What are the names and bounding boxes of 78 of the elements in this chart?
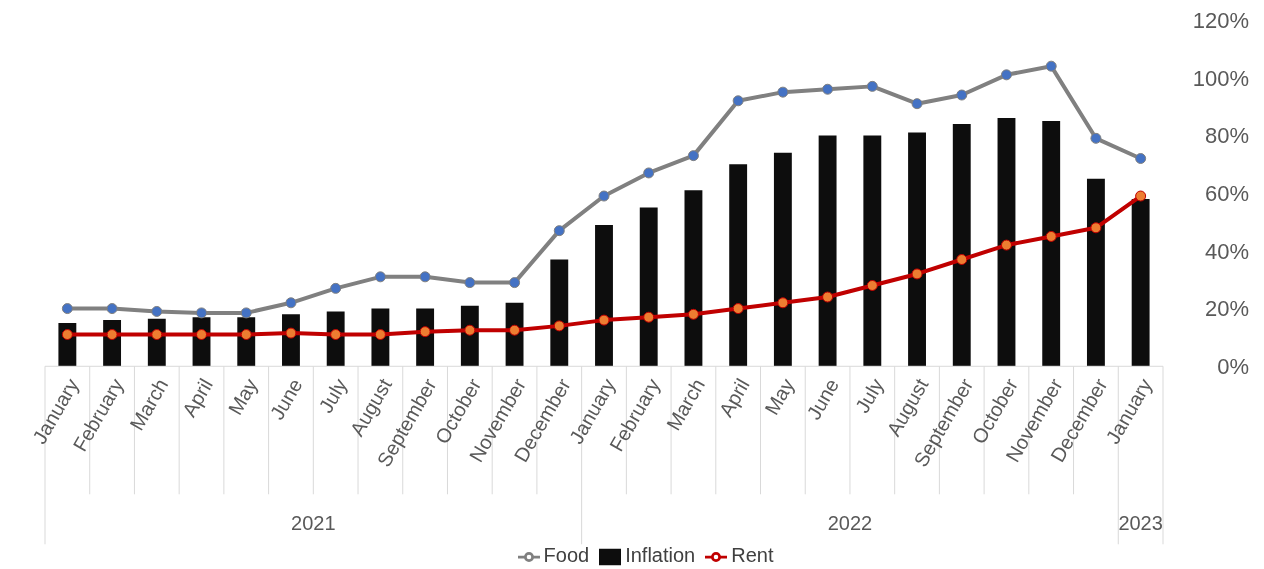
point <box>553 225 565 237</box>
point <box>911 98 923 110</box>
point <box>196 329 208 341</box>
point <box>911 268 923 280</box>
point <box>106 329 118 341</box>
point <box>598 190 610 202</box>
legend-label: Rent <box>731 544 774 567</box>
y-tick-label: 80% <box>1204 123 1249 149</box>
point <box>1090 222 1102 234</box>
bar <box>595 224 613 367</box>
point <box>509 324 521 336</box>
point <box>464 324 476 336</box>
point <box>330 329 342 341</box>
point <box>866 80 878 92</box>
point <box>956 254 968 266</box>
point <box>777 86 789 98</box>
bar <box>1086 178 1105 367</box>
bar <box>1042 121 1061 367</box>
bar <box>729 164 748 367</box>
point <box>240 307 252 319</box>
point <box>330 282 342 294</box>
point <box>732 303 744 315</box>
point <box>1000 69 1012 81</box>
point <box>1135 190 1147 202</box>
y-tick-label: 100% <box>1192 65 1249 91</box>
point <box>61 329 73 341</box>
point <box>106 303 118 315</box>
bar <box>997 118 1016 367</box>
point <box>598 314 610 326</box>
point <box>419 271 431 283</box>
point <box>1045 60 1057 72</box>
legend-label: Food <box>543 544 590 567</box>
point <box>509 277 521 289</box>
bar <box>952 123 971 367</box>
point <box>374 271 386 283</box>
bar <box>818 135 837 367</box>
point <box>687 150 699 162</box>
point <box>732 95 744 107</box>
x-tick-label: July <box>851 374 888 417</box>
y-tick-label: 0% <box>1217 354 1249 380</box>
bar <box>908 132 926 367</box>
point <box>419 326 431 338</box>
bar <box>684 190 703 367</box>
point <box>61 303 73 315</box>
point <box>240 329 252 341</box>
bar <box>1131 198 1150 367</box>
bar <box>639 207 658 367</box>
point <box>822 83 834 95</box>
point <box>285 327 297 339</box>
point <box>1045 230 1057 242</box>
legend-label: Inflation <box>625 544 696 567</box>
point <box>777 297 789 309</box>
point <box>151 305 163 317</box>
point <box>822 291 834 303</box>
point <box>956 89 968 101</box>
text: 2021 <box>291 512 336 535</box>
point <box>687 308 699 320</box>
point <box>866 279 878 291</box>
bar <box>773 152 792 367</box>
text: 2023 <box>1118 512 1163 535</box>
point <box>1000 239 1012 251</box>
point <box>464 277 476 289</box>
bar <box>863 135 882 367</box>
point <box>1135 153 1147 165</box>
y-tick-label: 20% <box>1204 296 1249 322</box>
point <box>196 307 208 319</box>
y-tick-label: 120% <box>1192 7 1249 33</box>
point <box>1090 132 1102 144</box>
point <box>643 311 655 323</box>
point <box>285 297 297 309</box>
point <box>374 329 386 341</box>
y-tick-label: 60% <box>1204 180 1249 206</box>
bar <box>550 259 569 367</box>
point <box>553 320 565 332</box>
y-tick-label: 40% <box>1204 238 1249 264</box>
text: 2022 <box>827 512 873 535</box>
point <box>151 329 163 341</box>
point <box>643 167 655 179</box>
